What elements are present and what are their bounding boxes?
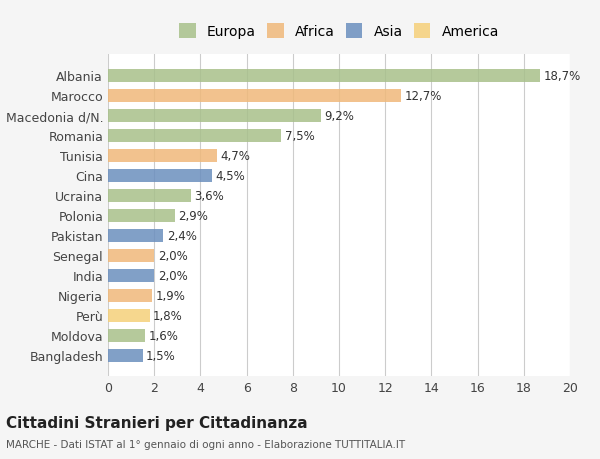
Text: MARCHE - Dati ISTAT al 1° gennaio di ogni anno - Elaborazione TUTTITALIA.IT: MARCHE - Dati ISTAT al 1° gennaio di ogn…	[6, 440, 405, 449]
Bar	[108, 209, 175, 222]
Text: 2,0%: 2,0%	[158, 249, 187, 262]
Text: 2,9%: 2,9%	[178, 209, 208, 222]
Bar	[108, 169, 212, 182]
Bar	[108, 249, 154, 262]
Bar	[108, 309, 149, 322]
Text: 4,5%: 4,5%	[215, 169, 245, 182]
Bar	[108, 70, 540, 83]
Bar	[108, 229, 163, 242]
Bar	[108, 189, 191, 202]
Bar	[108, 90, 401, 102]
Text: Cittadini Stranieri per Cittadinanza: Cittadini Stranieri per Cittadinanza	[6, 415, 308, 430]
Text: 2,4%: 2,4%	[167, 229, 197, 242]
Bar	[108, 289, 152, 302]
Text: 4,7%: 4,7%	[220, 150, 250, 162]
Text: 9,2%: 9,2%	[324, 110, 354, 123]
Bar	[108, 150, 217, 162]
Text: 1,9%: 1,9%	[155, 289, 185, 302]
Text: 7,5%: 7,5%	[285, 129, 314, 142]
Bar	[108, 110, 320, 123]
Bar	[108, 329, 145, 342]
Text: 1,6%: 1,6%	[148, 329, 178, 342]
Text: 1,5%: 1,5%	[146, 349, 176, 362]
Text: 12,7%: 12,7%	[405, 90, 442, 103]
Text: 2,0%: 2,0%	[158, 269, 187, 282]
Legend: Europa, Africa, Asia, America: Europa, Africa, Asia, America	[175, 20, 503, 43]
Text: 1,8%: 1,8%	[153, 309, 183, 322]
Bar	[108, 129, 281, 142]
Bar	[108, 349, 143, 362]
Text: 18,7%: 18,7%	[544, 70, 581, 83]
Bar	[108, 269, 154, 282]
Text: 3,6%: 3,6%	[194, 189, 224, 202]
